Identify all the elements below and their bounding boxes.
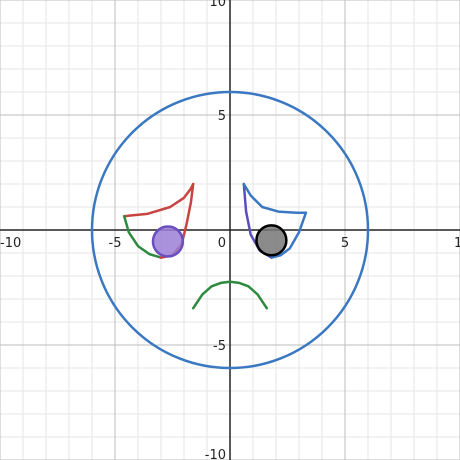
y-tick-label: -5: [213, 339, 226, 354]
mouth-curve: [191, 280, 269, 310]
left-eye-outer-lower-curve: [122, 214, 163, 259]
x-tick-label: 5: [341, 236, 349, 251]
x-tick-label: 10: [454, 236, 460, 251]
face-curve: [90, 90, 370, 370]
left-pupil-curve: [151, 225, 185, 258]
right-eye-upper-curve: [242, 182, 308, 214]
right-eye-outer-lower-curve: [270, 211, 308, 259]
y-tick-label: 5: [218, 109, 226, 124]
plotted-curves: [90, 90, 370, 370]
x-tick-label: -10: [0, 236, 21, 251]
y-tick-label: 10: [209, 0, 226, 10]
x-tick-label: -5: [109, 236, 122, 251]
left-eye-upper-curve: [122, 182, 195, 218]
right-pupil-curve: [255, 224, 288, 257]
x-tick-label: 0: [218, 236, 226, 251]
y-tick-label: -10: [205, 448, 226, 460]
